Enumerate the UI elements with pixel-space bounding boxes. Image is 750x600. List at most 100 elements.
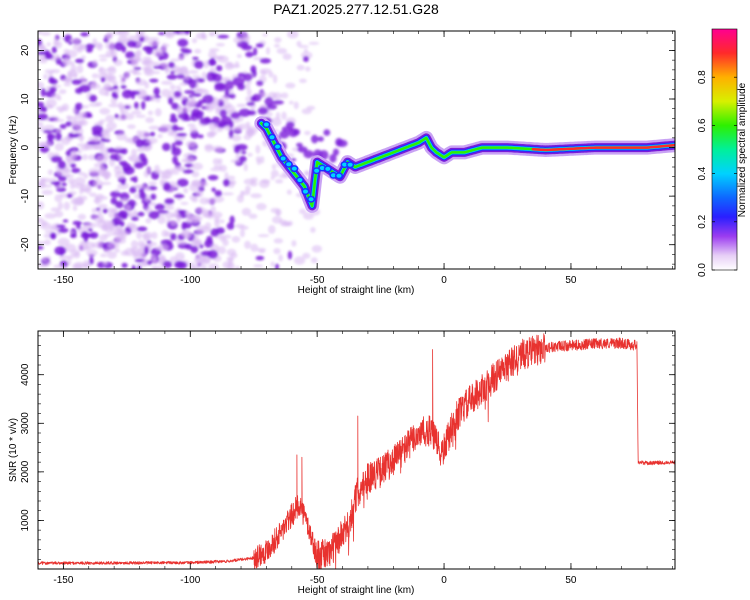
noise-blob xyxy=(154,169,163,174)
noise-blob xyxy=(54,246,67,256)
ridge-blob-core xyxy=(314,168,320,173)
noise-blob xyxy=(99,195,108,200)
noise-blob xyxy=(278,254,283,262)
noise-blob xyxy=(116,225,123,232)
noise-blob xyxy=(154,61,160,66)
noise-blob xyxy=(154,108,162,117)
noise-blob xyxy=(79,134,84,143)
noise-blob xyxy=(148,210,160,220)
noise-blob xyxy=(184,104,192,113)
noise-blob xyxy=(275,179,284,184)
noise-blob xyxy=(255,255,265,261)
noise-blob xyxy=(42,129,53,134)
noise-blob xyxy=(164,198,175,205)
noise-blob xyxy=(176,133,188,137)
noise-blob xyxy=(287,250,293,260)
noise-blob xyxy=(78,199,85,205)
noise-blob xyxy=(212,145,224,153)
noise-blob xyxy=(280,92,289,99)
noise-blob xyxy=(207,174,219,181)
noise-blob xyxy=(224,88,230,97)
noise-blob xyxy=(216,55,229,63)
noise-blob xyxy=(272,74,278,84)
noise-blob xyxy=(146,260,153,265)
y-tick-label: 20 xyxy=(20,44,31,56)
noise-blob xyxy=(127,210,133,218)
noise-blob xyxy=(310,257,318,264)
noise-blob xyxy=(80,32,89,37)
noise-blob xyxy=(74,58,84,64)
colorbar-tick-label: 0.6 xyxy=(697,118,708,132)
noise-blob xyxy=(229,215,235,225)
noise-blob xyxy=(99,107,111,115)
noise-blob xyxy=(71,168,81,174)
noise-blob xyxy=(197,134,204,139)
noise-blob xyxy=(233,145,241,154)
noise-blob xyxy=(106,33,113,38)
noise-blob xyxy=(241,207,252,216)
noise-blob xyxy=(65,174,75,178)
noise-blob xyxy=(191,162,204,171)
noise-blob xyxy=(104,91,110,97)
noise-blob xyxy=(170,233,177,241)
noise-blob xyxy=(80,55,86,60)
noise-blob xyxy=(286,189,292,195)
noise-blob xyxy=(101,181,112,186)
noise-blob-dark xyxy=(224,80,234,91)
noise-blob xyxy=(157,215,166,225)
y-tick-label: -20 xyxy=(20,237,31,252)
noise-blob xyxy=(131,264,136,269)
noise-blob xyxy=(224,62,235,70)
noise-blob xyxy=(213,123,219,128)
noise-blob xyxy=(134,50,140,57)
noise-blob xyxy=(83,234,89,243)
noise-blob-dark xyxy=(199,117,211,125)
noise-blob xyxy=(196,206,206,214)
noise-blob-dark xyxy=(212,73,223,82)
noise-blob xyxy=(143,170,150,178)
y-tick-label: 3000 xyxy=(20,412,31,435)
noise-blob xyxy=(147,37,160,41)
noise-blob xyxy=(52,118,65,123)
noise-blob xyxy=(250,243,259,252)
noise-blob xyxy=(40,222,52,230)
noise-blob xyxy=(76,223,81,230)
noise-blob xyxy=(102,262,108,266)
noise-blob xyxy=(247,152,253,157)
noise-blob xyxy=(150,131,156,137)
noise-blob xyxy=(311,245,323,253)
noise-blob xyxy=(40,88,46,97)
noise-blob xyxy=(255,43,264,48)
noise-blob xyxy=(211,187,216,193)
noise-blob xyxy=(114,188,120,193)
noise-blob xyxy=(204,145,214,153)
noise-blob xyxy=(308,41,320,45)
noise-blob xyxy=(210,57,216,66)
noise-blob xyxy=(105,50,115,58)
noise-blob-dark xyxy=(242,73,253,82)
noise-blob xyxy=(296,40,302,47)
noise-blob xyxy=(244,240,251,250)
noise-blob xyxy=(192,74,201,79)
noise-blob xyxy=(184,163,194,168)
noise-blob xyxy=(117,210,129,219)
noise-blob xyxy=(47,133,52,141)
noise-blob xyxy=(121,110,129,114)
noise-blob xyxy=(190,245,199,254)
noise-blob xyxy=(260,70,267,76)
noise-blob xyxy=(162,260,173,269)
noise-blob xyxy=(299,208,307,215)
noise-blob xyxy=(136,31,146,37)
noise-blob xyxy=(39,177,46,182)
noise-blob xyxy=(133,101,139,109)
ridge-blob-core xyxy=(347,162,353,167)
noise-blob xyxy=(199,256,206,264)
noise-blob xyxy=(76,143,87,147)
noise-blob xyxy=(68,254,74,260)
noise-blob xyxy=(102,138,111,143)
noise-blob xyxy=(190,214,201,224)
noise-blob xyxy=(274,263,280,269)
noise-blob xyxy=(147,110,154,116)
noise-blob xyxy=(270,169,279,178)
